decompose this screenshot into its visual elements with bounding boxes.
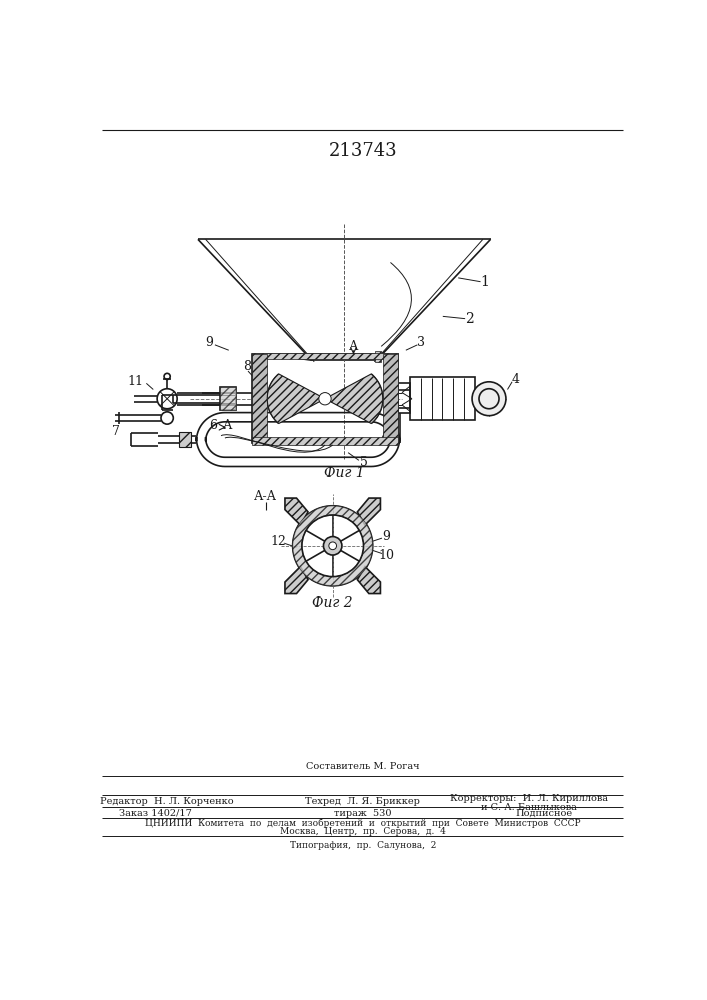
- Circle shape: [324, 537, 342, 555]
- Bar: [219, 387, 236, 410]
- Text: ЦНИИПИ  Комитета  по  делам  изобретений  и  открытий  при  Совете  Министров  С: ЦНИИПИ Комитета по делам изобретений и о…: [145, 818, 580, 828]
- Text: 5: 5: [360, 456, 368, 469]
- Text: Типография,  пр.  Салунова,  2: Типография, пр. Салунова, 2: [290, 841, 436, 850]
- Text: 12: 12: [271, 535, 287, 548]
- Text: Редактор  Н. Л. Корченко: Редактор Н. Л. Корченко: [100, 797, 234, 806]
- Text: 10: 10: [359, 408, 375, 421]
- Polygon shape: [267, 374, 382, 424]
- Text: 213743: 213743: [329, 142, 397, 160]
- Bar: [252, 353, 398, 359]
- Polygon shape: [285, 567, 308, 594]
- Text: А: А: [349, 340, 358, 353]
- Text: Корректоры:  И. Л. Кириллова: Корректоры: И. Л. Кириллова: [450, 794, 608, 803]
- Text: 2: 2: [464, 312, 474, 326]
- Text: 10: 10: [378, 549, 395, 562]
- Bar: [252, 437, 398, 445]
- Bar: [409, 377, 475, 420]
- Text: 3: 3: [417, 336, 425, 349]
- Polygon shape: [357, 567, 380, 594]
- Bar: [252, 354, 398, 443]
- Polygon shape: [285, 498, 308, 525]
- Text: 6: 6: [209, 419, 217, 432]
- Text: тираж  530: тираж 530: [334, 808, 392, 818]
- Bar: [179, 432, 191, 447]
- Text: Техред  Л. Я. Бриккер: Техред Л. Я. Бриккер: [305, 797, 420, 806]
- Bar: [252, 354, 267, 443]
- Text: Москва,  Центр,  пр.  Серова,  д.  4: Москва, Центр, пр. Серова, д. 4: [280, 827, 445, 836]
- Text: Составитель М. Рогач: Составитель М. Рогач: [306, 762, 419, 771]
- Text: 1: 1: [480, 275, 489, 289]
- Text: Фиг 2: Фиг 2: [312, 596, 353, 610]
- Circle shape: [329, 542, 337, 550]
- Text: 9: 9: [206, 336, 214, 349]
- Text: Фиг 1: Фиг 1: [324, 466, 365, 480]
- Text: Подписное: Подписное: [516, 808, 573, 818]
- Circle shape: [319, 393, 331, 405]
- Text: 11: 11: [127, 375, 144, 388]
- Text: 8: 8: [243, 360, 251, 373]
- Text: 7: 7: [112, 425, 119, 438]
- Text: и С. А. Башлыкова: и С. А. Башлыкова: [481, 803, 577, 812]
- Bar: [382, 354, 398, 443]
- Text: 4: 4: [511, 373, 519, 386]
- Text: Заказ 1402/17: Заказ 1402/17: [119, 808, 192, 818]
- Wedge shape: [293, 506, 373, 586]
- Text: А-А: А-А: [254, 490, 277, 503]
- Circle shape: [472, 382, 506, 416]
- Polygon shape: [357, 498, 380, 525]
- Bar: [375, 351, 381, 362]
- Text: 9: 9: [382, 530, 390, 543]
- Text: А: А: [223, 419, 232, 432]
- Bar: [398, 383, 409, 413]
- Bar: [219, 387, 236, 410]
